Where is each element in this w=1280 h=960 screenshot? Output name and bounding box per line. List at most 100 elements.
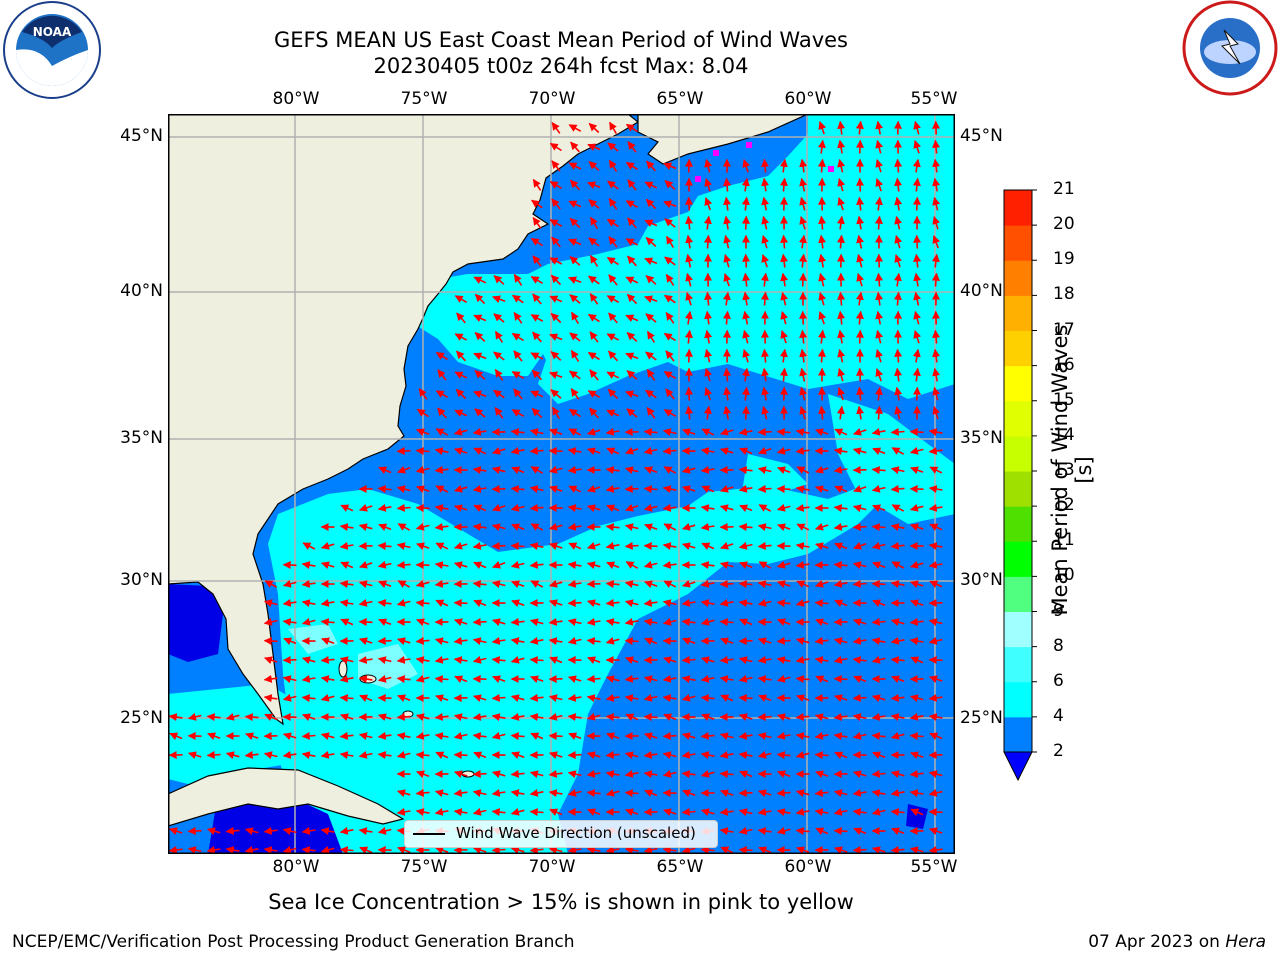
wind-wave-arrow bbox=[587, 447, 601, 456]
wind-wave-arrow bbox=[473, 276, 487, 284]
wind-wave-arrow bbox=[301, 617, 316, 626]
wind-wave-arrow bbox=[549, 485, 563, 494]
wind-wave-arrow bbox=[549, 181, 563, 189]
wind-wave-arrow bbox=[682, 637, 696, 645]
wind-wave-arrow bbox=[586, 789, 601, 798]
wind-wave-arrow bbox=[704, 178, 713, 192]
wind-wave-arrow bbox=[662, 751, 677, 760]
wind-wave-arrow bbox=[358, 618, 373, 627]
wind-wave-arrow bbox=[739, 770, 753, 778]
wind-wave-arrow bbox=[738, 694, 753, 703]
wind-wave-arrow bbox=[663, 523, 677, 531]
wind-wave-arrow bbox=[206, 845, 221, 854]
wind-wave-arrow bbox=[415, 808, 430, 817]
wind-wave-arrow bbox=[739, 561, 753, 569]
wind-wave-arrow bbox=[795, 789, 810, 798]
wind-wave-arrow bbox=[757, 655, 772, 664]
wind-wave-arrow bbox=[662, 485, 677, 494]
wind-wave-arrow bbox=[510, 428, 525, 437]
wind-wave-arrow bbox=[799, 177, 808, 192]
wind-wave-arrow bbox=[454, 447, 468, 456]
wind-wave-arrow bbox=[529, 788, 544, 797]
wind-wave-arrow bbox=[681, 693, 696, 702]
wind-wave-arrow bbox=[511, 371, 525, 379]
wind-wave-arrow bbox=[587, 181, 601, 189]
wind-wave-arrow bbox=[700, 751, 715, 760]
wind-wave-arrow bbox=[796, 694, 810, 703]
wind-wave-arrow bbox=[435, 390, 449, 398]
noaa-logo: NOAA bbox=[3, 1, 101, 99]
wind-wave-arrow bbox=[511, 523, 525, 531]
wind-wave-arrow bbox=[815, 428, 829, 437]
wind-wave-arrow bbox=[833, 504, 848, 513]
wind-wave-arrow bbox=[510, 617, 525, 626]
wind-wave-arrow bbox=[723, 273, 732, 287]
wind-wave-arrow bbox=[815, 579, 829, 588]
wind-wave-arrow bbox=[799, 348, 808, 363]
wind-wave-arrow bbox=[301, 751, 316, 760]
wind-wave-arrow bbox=[776, 599, 791, 608]
wind-wave-arrow bbox=[359, 560, 373, 569]
wind-wave-arrow bbox=[321, 541, 335, 550]
wind-wave-arrow bbox=[912, 177, 921, 192]
wind-wave-arrow bbox=[245, 732, 259, 741]
wind-wave-arrow bbox=[225, 826, 240, 835]
wind-wave-arrow bbox=[377, 542, 392, 551]
lon-tick-bottom: 75°W bbox=[400, 857, 448, 877]
wind-wave-arrow bbox=[665, 235, 675, 248]
wind-wave-arrow bbox=[491, 466, 506, 475]
wind-wave-arrow bbox=[472, 789, 487, 798]
wind-wave-arrow bbox=[263, 751, 278, 760]
wind-wave-arrow bbox=[856, 386, 865, 401]
wind-wave-arrow bbox=[741, 367, 750, 382]
wind-wave-arrow bbox=[723, 177, 732, 192]
wind-wave-arrow bbox=[739, 447, 753, 455]
lon-tick-top: 80°W bbox=[272, 89, 320, 109]
wind-wave-arrow bbox=[776, 446, 791, 455]
wind-wave-arrow bbox=[396, 807, 411, 816]
wind-wave-arrow bbox=[187, 712, 202, 721]
wind-wave-arrow bbox=[910, 751, 924, 760]
wind-wave-arrow bbox=[435, 694, 449, 703]
wind-wave-arrow bbox=[779, 158, 788, 173]
wind-wave-arrow bbox=[339, 694, 354, 703]
wind-wave-arrow bbox=[875, 178, 884, 192]
wind-wave-arrow bbox=[757, 750, 772, 759]
wind-wave-arrow bbox=[511, 466, 525, 474]
wind-wave-arrow bbox=[513, 388, 523, 400]
wind-wave-arrow bbox=[586, 637, 601, 646]
wind-wave-arrow bbox=[890, 618, 905, 627]
wind-wave-arrow bbox=[605, 466, 620, 475]
wind-wave-arrow bbox=[627, 141, 637, 153]
wind-wave-arrow bbox=[567, 750, 582, 759]
wind-wave-arrow bbox=[644, 219, 658, 227]
wind-wave-arrow bbox=[301, 694, 316, 703]
wind-wave-arrow bbox=[552, 406, 560, 420]
wind-wave-arrow bbox=[491, 693, 506, 702]
wind-wave-arrow bbox=[606, 256, 619, 266]
wind-wave-arrow bbox=[874, 386, 883, 401]
wind-wave-arrow bbox=[510, 485, 525, 494]
wind-wave-arrow bbox=[837, 139, 846, 154]
wind-wave-arrow bbox=[780, 272, 789, 287]
wind-wave-arrow bbox=[567, 693, 582, 702]
wind-wave-arrow bbox=[758, 504, 772, 512]
wind-wave-arrow bbox=[761, 235, 770, 249]
wind-wave-arrow bbox=[931, 272, 940, 287]
wind-wave-arrow bbox=[605, 713, 620, 722]
wind-wave-arrow bbox=[815, 618, 829, 627]
lon-tick-top: 75°W bbox=[400, 89, 448, 109]
wind-wave-arrow bbox=[703, 405, 712, 420]
wind-wave-arrow bbox=[928, 560, 943, 569]
wind-wave-arrow bbox=[928, 485, 943, 494]
wind-wave-arrow bbox=[757, 580, 772, 589]
wind-wave-arrow bbox=[378, 523, 392, 531]
wind-wave-arrow bbox=[491, 788, 506, 797]
wind-wave-arrow bbox=[358, 827, 373, 836]
wind-wave-arrow bbox=[932, 329, 941, 344]
wind-wave-arrow bbox=[723, 234, 732, 249]
wind-wave-arrow bbox=[415, 636, 430, 645]
wind-wave-arrow bbox=[625, 446, 639, 455]
wind-wave-arrow bbox=[646, 330, 656, 343]
wind-wave-arrow bbox=[855, 291, 864, 306]
